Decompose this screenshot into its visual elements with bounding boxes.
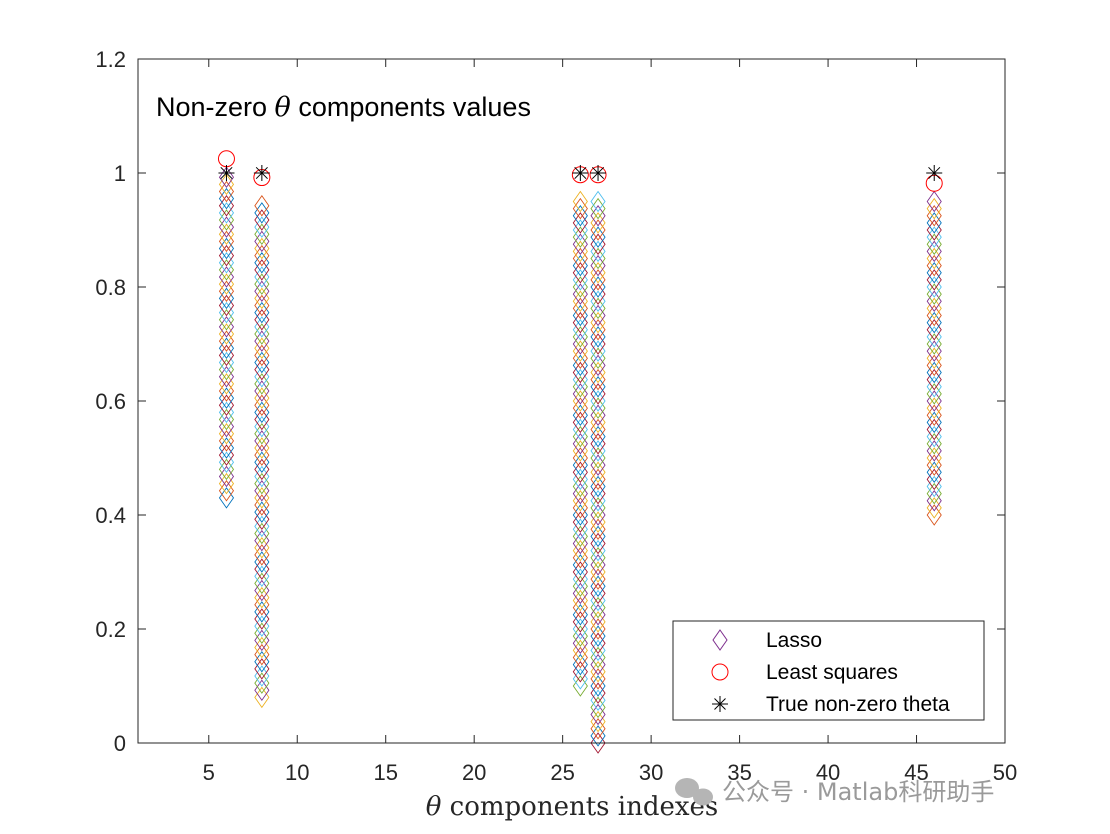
lasso-point: [218, 166, 235, 189]
wechat-icon: [675, 778, 713, 806]
lasso-point: [254, 194, 270, 217]
legend-true-theta-label: True non-zero theta: [766, 693, 950, 716]
legend-lasso-label: Lasso: [766, 629, 822, 652]
y-tick-label: 0: [114, 731, 126, 756]
x-tick-label: 5: [203, 760, 215, 785]
x-tick-label: 50: [993, 760, 1017, 785]
true-theta-point: [590, 165, 607, 181]
y-tick-label: 0.4: [95, 503, 126, 528]
axis-ticks: 5 10 15 20 25 30 35 40 45 50 0 0.2 0.4 0.6 0.8 1 1.2: [95, 47, 1017, 785]
legend-least-squares-label: Least squares: [766, 661, 898, 684]
x-tick-label: 25: [550, 760, 574, 785]
watermark-text: 公众号 · Matlab科研助手: [722, 778, 994, 806]
legend-least-squares-marker: [711, 663, 729, 681]
lasso-point: [572, 190, 588, 213]
x-tick-label: 40: [816, 760, 840, 785]
y-tick-label: 0.2: [95, 617, 126, 642]
true-theta-point: [218, 165, 235, 181]
watermark: 公众号 · Matlab科研助手: [675, 778, 994, 806]
x-tick-label: 20: [462, 760, 486, 785]
y-tick-label: 1.2: [95, 47, 126, 72]
true-theta-point: [926, 165, 943, 181]
chart-title: Non-zero θ components values: [156, 92, 531, 123]
legend-true-theta-marker: [712, 696, 728, 712]
lasso-point: [926, 190, 942, 213]
x-tick-label: 35: [727, 760, 751, 785]
x-tick-label: 15: [373, 760, 397, 785]
legend: Lasso Least squares True non-zero theta: [672, 620, 985, 721]
y-tick-label: 0.6: [95, 389, 126, 414]
y-tick-label: 1: [114, 161, 126, 186]
lasso-point: [590, 190, 606, 213]
lasso-markers: [218, 166, 942, 754]
y-tick-label: 0.8: [95, 275, 126, 300]
x-axis-label: θ components indexes: [426, 792, 719, 822]
legend-lasso-marker: [712, 629, 728, 651]
true-theta-markers: [218, 165, 943, 181]
x-tick-label: 10: [285, 760, 309, 785]
x-tick-label: 45: [904, 760, 928, 785]
true-theta-point: [572, 165, 589, 181]
x-tick-label: 30: [639, 760, 663, 785]
true-theta-point: [253, 165, 270, 181]
